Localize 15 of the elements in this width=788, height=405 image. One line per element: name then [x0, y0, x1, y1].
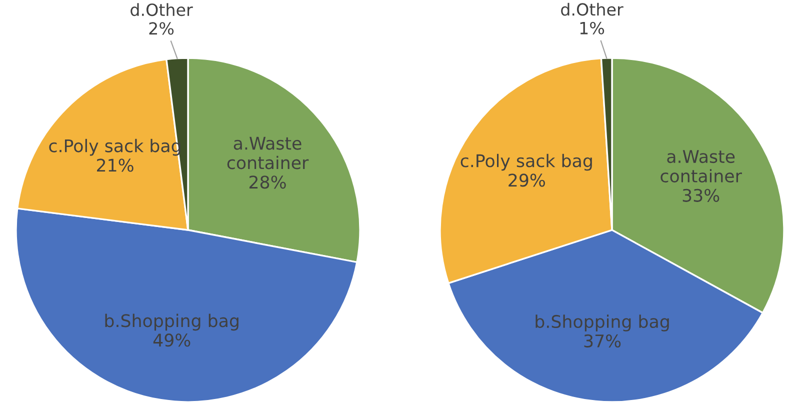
data-label: 37% — [584, 334, 621, 348]
data-label: 1% — [580, 22, 604, 34]
slice-label: a.Waste container — [660, 150, 742, 183]
slice-label: b.Shopping bag — [105, 314, 238, 331]
data-label: 29% — [508, 174, 545, 187]
data-label: 21% — [97, 158, 134, 172]
data-label: 2% — [149, 22, 174, 35]
slice-label: d.Other — [561, 2, 624, 16]
slice-label: c.Poly sack bag — [460, 154, 592, 171]
data-label: 33% — [682, 188, 720, 202]
data-label: 28% — [249, 176, 286, 189]
slice-label: a.Waste container — [227, 136, 309, 170]
slice-label: d.Other — [130, 3, 193, 16]
slice-label: b.Shopping bag — [536, 314, 669, 332]
data-label: 49% — [153, 334, 190, 347]
